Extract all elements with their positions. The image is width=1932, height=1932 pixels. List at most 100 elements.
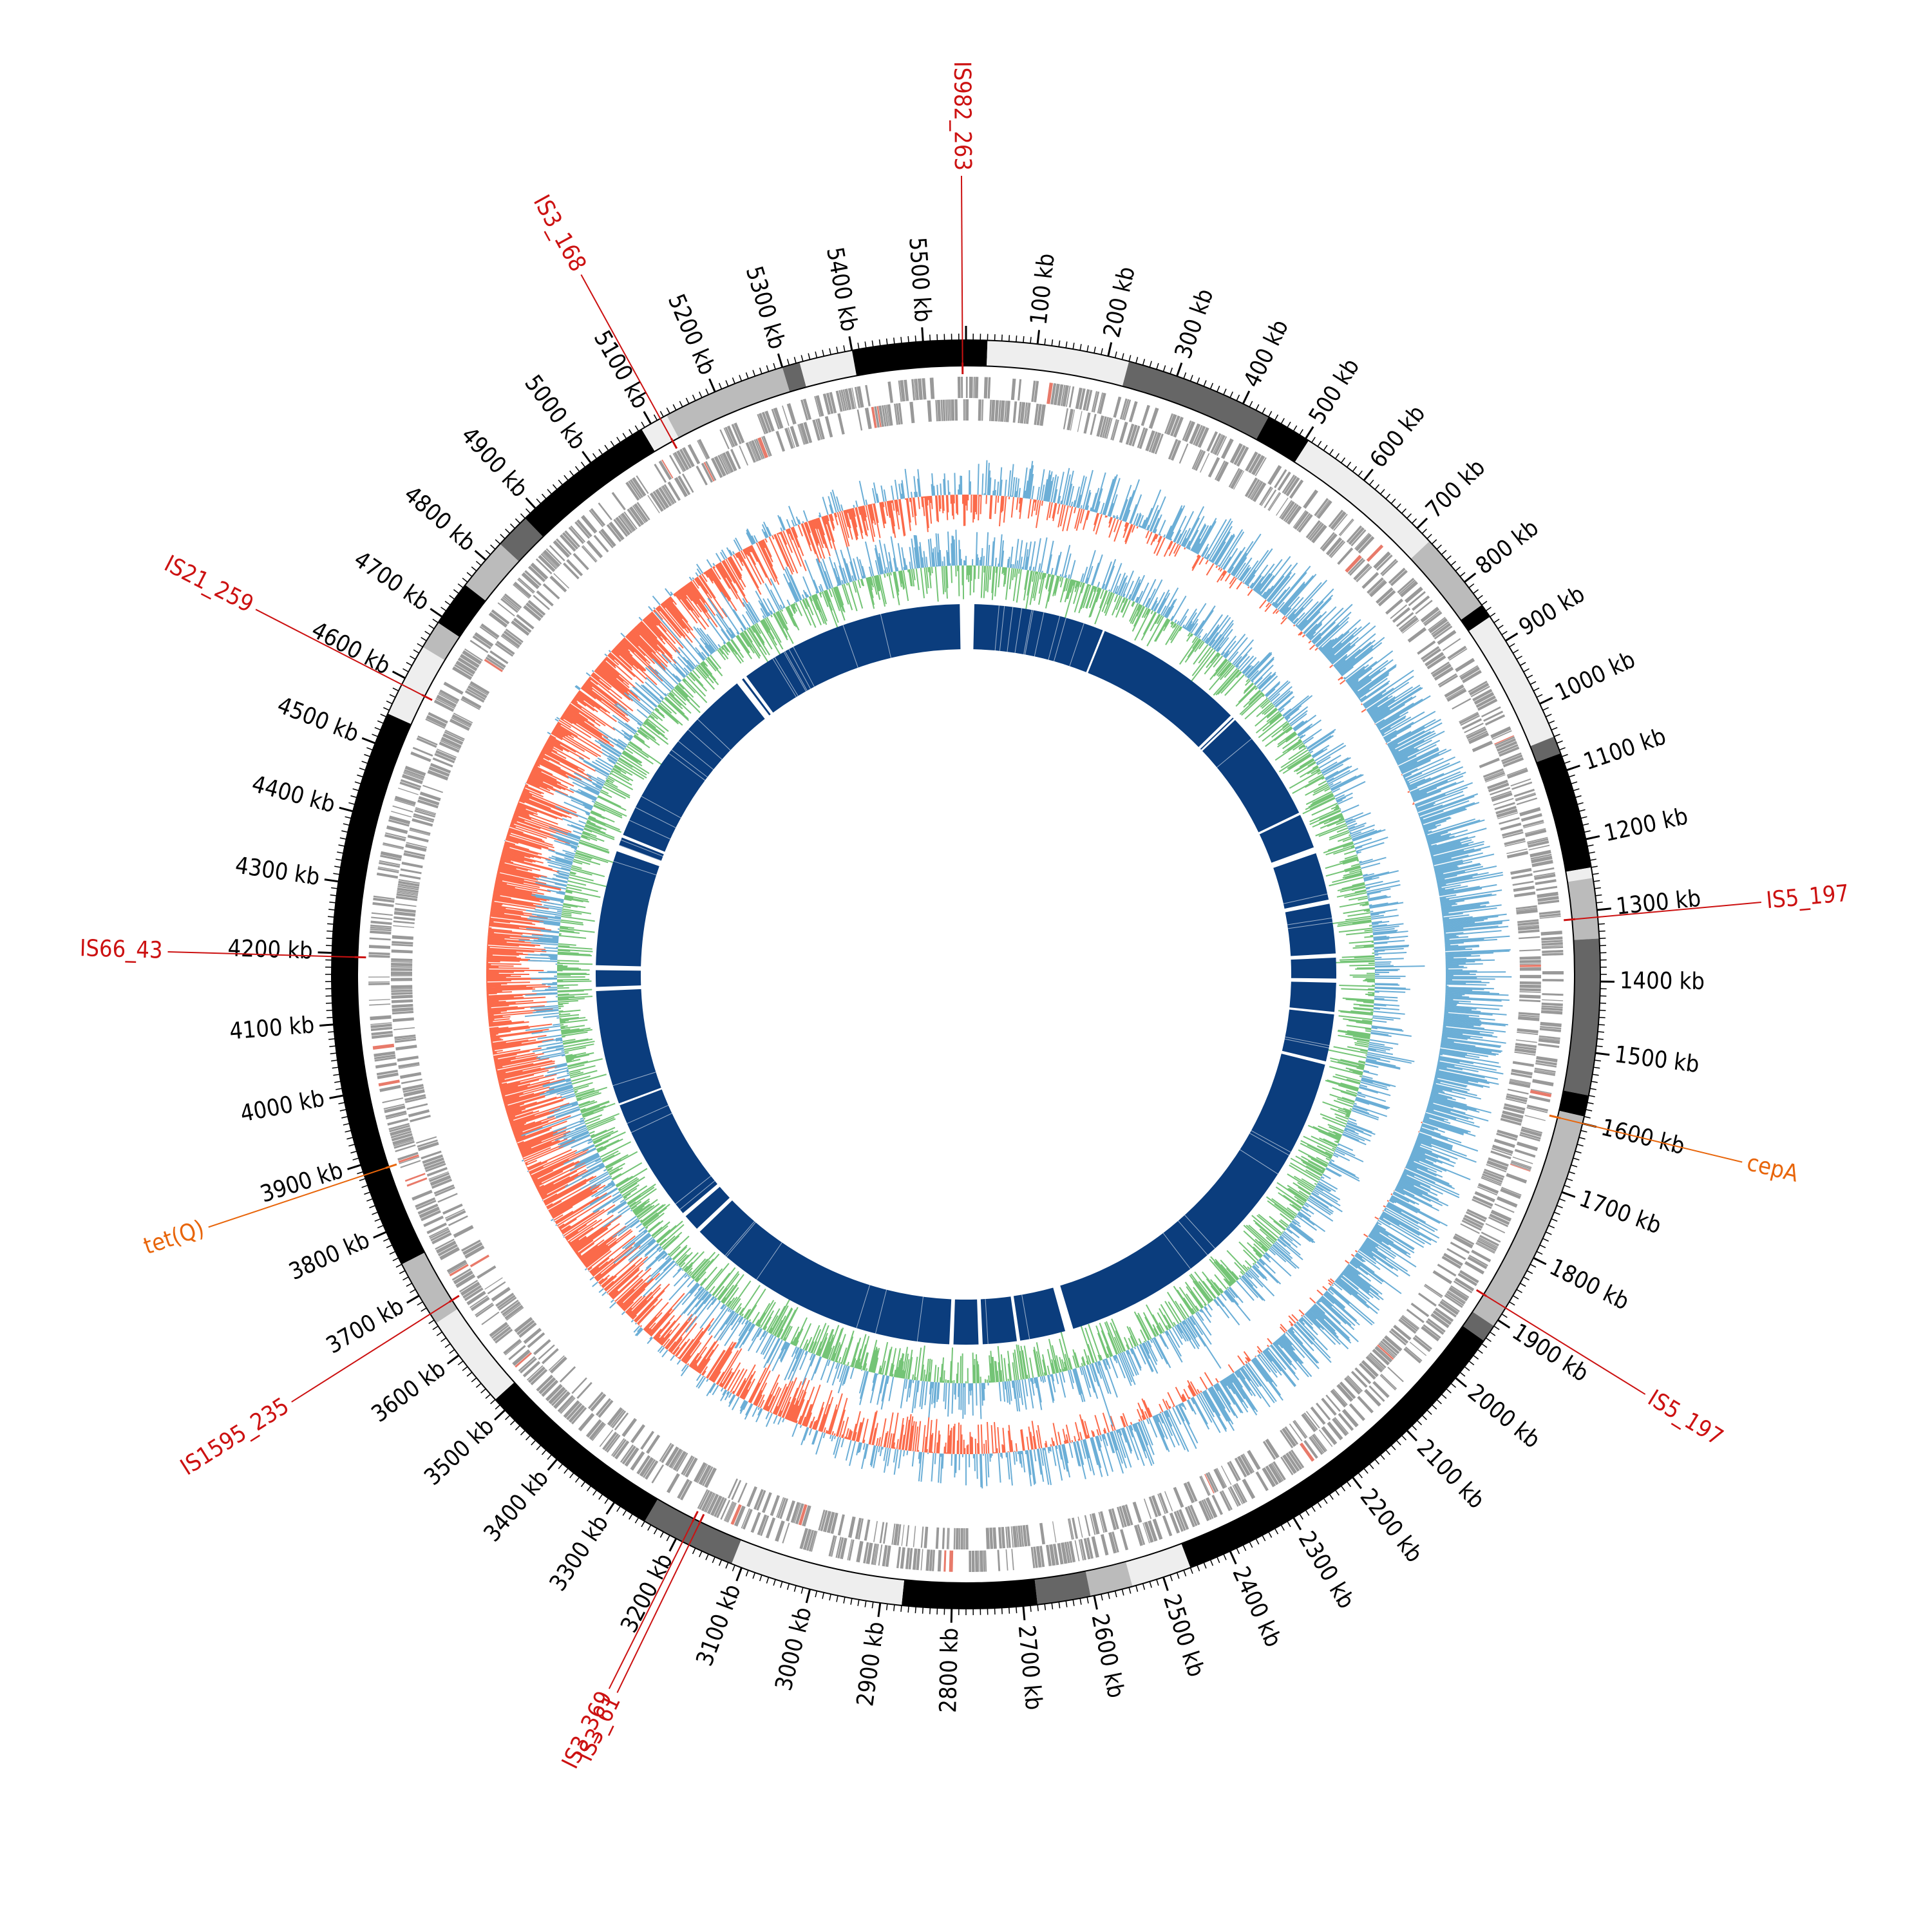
gc-skew-bar (1129, 1425, 1145, 1466)
cds-feature (1267, 465, 1282, 486)
gc-skew-bar (1175, 1387, 1184, 1403)
cds-feature (527, 1366, 546, 1383)
gc-skew-bar (1171, 1406, 1182, 1425)
cds-feature (379, 860, 401, 866)
gc-skew-bar (869, 1445, 875, 1466)
cds-feature (439, 1247, 460, 1260)
gc-content-bar (1298, 744, 1305, 750)
gc-skew-bar (1079, 509, 1085, 524)
gc-skew-bar (900, 483, 904, 499)
cds-feature (887, 404, 893, 426)
cds-feature (611, 1438, 625, 1456)
gc-skew-bar (649, 613, 676, 645)
gc-skew-bar (1367, 696, 1388, 712)
cds-feature (753, 1489, 764, 1510)
gc-content-bar (1356, 842, 1385, 853)
gc-skew-bar (560, 717, 592, 739)
gc-skew-bar (1440, 1045, 1499, 1056)
gc-skew-bar (1297, 601, 1324, 629)
gc-skew-bar (934, 1453, 936, 1464)
cds-feature (397, 1056, 419, 1062)
gc-skew-bar (886, 500, 891, 518)
gc-content-bar (1193, 620, 1205, 636)
gc-skew-bar (535, 1182, 542, 1187)
cds-feature (1504, 838, 1526, 846)
gc-skew-bar (1282, 616, 1286, 620)
cds-feature (1339, 1381, 1356, 1399)
gc-skew-bar (611, 650, 632, 669)
cds-feature (974, 1550, 979, 1572)
gc-skew-bar (543, 746, 552, 753)
gc-skew-bar (1367, 1236, 1397, 1258)
cds-feature (1046, 1544, 1052, 1567)
gc-skew-bar (493, 891, 547, 902)
gc-skew-bar (1381, 1213, 1420, 1236)
gc-content-bar (1350, 1010, 1374, 1014)
gc-skew-bar (486, 967, 529, 969)
gc-skew-bar (556, 724, 607, 756)
gc-skew-bar (582, 1237, 617, 1264)
gc-skew-bar (1338, 676, 1343, 681)
cds-feature (1463, 1217, 1483, 1229)
gc-skew-bar (1124, 522, 1128, 532)
cds-feature (630, 1424, 645, 1444)
cds-feature (1022, 1525, 1028, 1547)
cds-feature (1510, 1162, 1531, 1171)
gc-skew-bar (650, 612, 661, 624)
gc-content-bar (1113, 594, 1119, 603)
gc-skew-bar (719, 551, 726, 560)
gc-content-bar (1354, 1008, 1374, 1011)
gc-skew-bar (1078, 476, 1087, 509)
cds-feature (393, 925, 415, 928)
gc-skew-bar (1296, 624, 1298, 627)
gc-skew-bar (580, 1226, 627, 1261)
gc-skew-bar (1224, 573, 1231, 582)
gc-skew-bar (601, 661, 630, 685)
gc-skew-bar (670, 593, 673, 596)
gc-skew-bar (1423, 1119, 1476, 1137)
cds-feature (373, 895, 395, 900)
gc-skew-bar (520, 1130, 571, 1152)
cds-feature (399, 873, 421, 880)
gc-skew-bar (1321, 1296, 1332, 1307)
gc-skew-bar (1399, 761, 1417, 771)
gc-skew-bar (599, 663, 618, 679)
gc-content-bar (1319, 813, 1343, 824)
cds-feature (374, 1054, 396, 1060)
gc-content-bar (1353, 1038, 1370, 1043)
cds-feature (491, 609, 510, 625)
gc-content-bar (1269, 714, 1282, 724)
gc-content-bar (1336, 827, 1349, 833)
cds-feature (797, 424, 805, 445)
gc-content-bar (1369, 902, 1399, 908)
gc-skew-bar (862, 506, 869, 531)
cds-feature (1490, 790, 1511, 799)
gc-content-bar (1081, 582, 1085, 594)
gc-skew-bar (496, 875, 562, 891)
cds-feature (1488, 1217, 1509, 1227)
gc-content-bar (1265, 683, 1280, 697)
gc-skew-bar (1325, 626, 1362, 658)
gc-skew-bar (654, 1314, 676, 1340)
gc-skew-bar (1311, 1306, 1325, 1320)
cds-feature (954, 399, 958, 421)
cds-feature (377, 866, 399, 871)
cds-feature (380, 851, 402, 859)
gc-skew-bar (1444, 944, 1479, 948)
gc-content-bar (1136, 591, 1144, 603)
gc-skew-bar (1188, 547, 1191, 550)
gc-skew-bar (1372, 709, 1390, 721)
gc-skew-bar (1421, 802, 1480, 823)
gc-skew-bar (1430, 855, 1434, 857)
gc-content-bar (1270, 693, 1280, 703)
gc-skew-bar (508, 1115, 516, 1119)
cds-feature (393, 1027, 415, 1030)
gc-skew-bar (526, 1159, 538, 1166)
cds-feature (393, 920, 415, 924)
cds-feature (1499, 746, 1520, 757)
gc-content-bar (1176, 620, 1180, 625)
cds-feature (368, 981, 390, 983)
gc-skew-bar (500, 860, 541, 871)
gc-skew-bar (506, 835, 555, 852)
cds-feature (570, 526, 586, 543)
